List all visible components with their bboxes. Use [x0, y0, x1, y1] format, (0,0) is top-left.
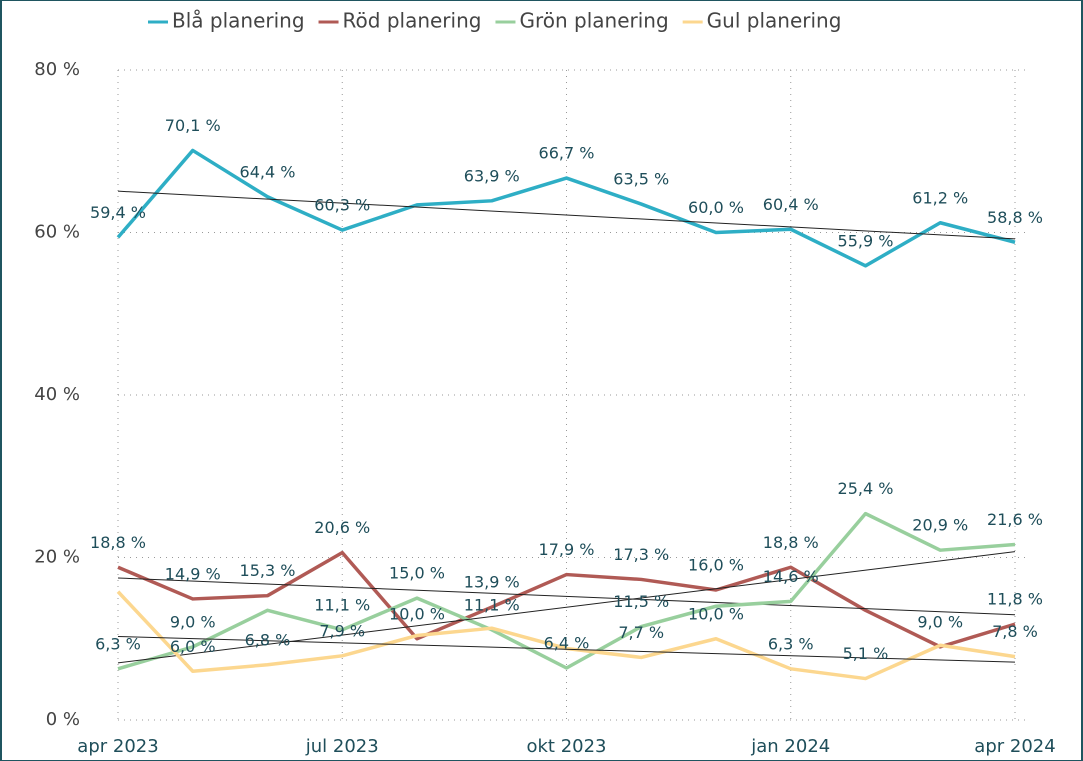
- data-label: 11,5 %: [613, 592, 669, 611]
- data-label: 6,3 %: [95, 634, 141, 653]
- series-line: [117, 511, 1016, 671]
- data-label: 13,9 %: [464, 573, 520, 592]
- data-label: 11,1 %: [464, 595, 520, 614]
- trend-line: [117, 551, 1016, 664]
- data-label: 11,1 %: [314, 595, 370, 614]
- data-label: 25,4 %: [838, 479, 894, 498]
- data-label: 20,9 %: [912, 516, 968, 535]
- trend-line: [117, 577, 1016, 616]
- data-label: 15,3 %: [240, 561, 296, 580]
- data-label: 6,3 %: [768, 634, 814, 653]
- data-label: 70,1 %: [165, 116, 221, 135]
- x-tick-label: okt 2023: [526, 736, 606, 757]
- data-label: 18,8 %: [90, 533, 146, 552]
- data-label: 5,1 %: [843, 644, 889, 663]
- legend-label: Röd planering: [343, 9, 482, 33]
- data-label: 63,9 %: [464, 166, 520, 185]
- data-label: 7,8 %: [992, 622, 1038, 641]
- x-tick-label: jan 2024: [750, 736, 830, 757]
- data-label: 55,9 %: [838, 231, 894, 250]
- y-tick-label: 40 %: [34, 384, 80, 405]
- data-label: 7,7 %: [618, 623, 664, 642]
- legend-label: Blå planering: [172, 9, 305, 33]
- data-label: 66,7 %: [539, 144, 595, 163]
- data-label: 17,9 %: [539, 540, 595, 559]
- data-label: 21,6 %: [987, 510, 1043, 529]
- data-label: 7,9 %: [319, 621, 365, 640]
- data-label: 14,6 %: [763, 567, 819, 586]
- data-label: 10,0 %: [389, 604, 445, 623]
- data-label: 17,3 %: [613, 545, 669, 564]
- data-label: 61,2 %: [912, 188, 968, 207]
- data-label: 15,0 %: [389, 564, 445, 583]
- y-tick-label: 0 %: [46, 709, 80, 730]
- y-tick-label: 60 %: [34, 222, 80, 243]
- data-label: 59,4 %: [90, 203, 146, 222]
- trend-line: [117, 190, 1016, 240]
- data-label: 20,6 %: [314, 518, 370, 537]
- x-tick-label: apr 2023: [77, 736, 158, 757]
- data-label: 18,8 %: [763, 533, 819, 552]
- data-label: 9,0 %: [917, 612, 963, 631]
- legend-label: Gul planering: [707, 9, 842, 33]
- data-label: 60,4 %: [763, 195, 819, 214]
- data-label: 63,5 %: [613, 170, 669, 189]
- data-label: 6,8 %: [245, 630, 291, 649]
- data-label: 60,3 %: [314, 196, 370, 215]
- trend-line: [117, 635, 1016, 663]
- data-label: 11,8 %: [987, 590, 1043, 609]
- data-label: 6,0 %: [170, 637, 216, 656]
- series-line: [117, 550, 1016, 649]
- data-label: 14,9 %: [165, 564, 221, 583]
- data-label: 10,0 %: [688, 604, 744, 623]
- series-line: [116, 148, 1016, 268]
- y-tick-label: 20 %: [34, 547, 80, 568]
- series-line: [116, 590, 1016, 681]
- x-tick-label: jul 2023: [305, 736, 379, 757]
- data-label: 16,0 %: [688, 556, 744, 575]
- data-label: 58,8 %: [987, 208, 1043, 227]
- legend-label: Grön planering: [519, 9, 668, 33]
- data-label: 6,4 %: [544, 634, 590, 653]
- y-tick-label: 80 %: [34, 59, 80, 80]
- data-label: 64,4 %: [240, 162, 296, 181]
- x-tick-label: apr 2024: [974, 736, 1055, 757]
- data-label: 60,0 %: [688, 198, 744, 217]
- data-label: 9,0 %: [170, 612, 216, 631]
